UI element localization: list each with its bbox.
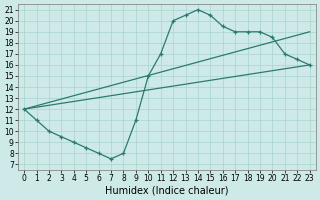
X-axis label: Humidex (Indice chaleur): Humidex (Indice chaleur) — [105, 186, 229, 196]
